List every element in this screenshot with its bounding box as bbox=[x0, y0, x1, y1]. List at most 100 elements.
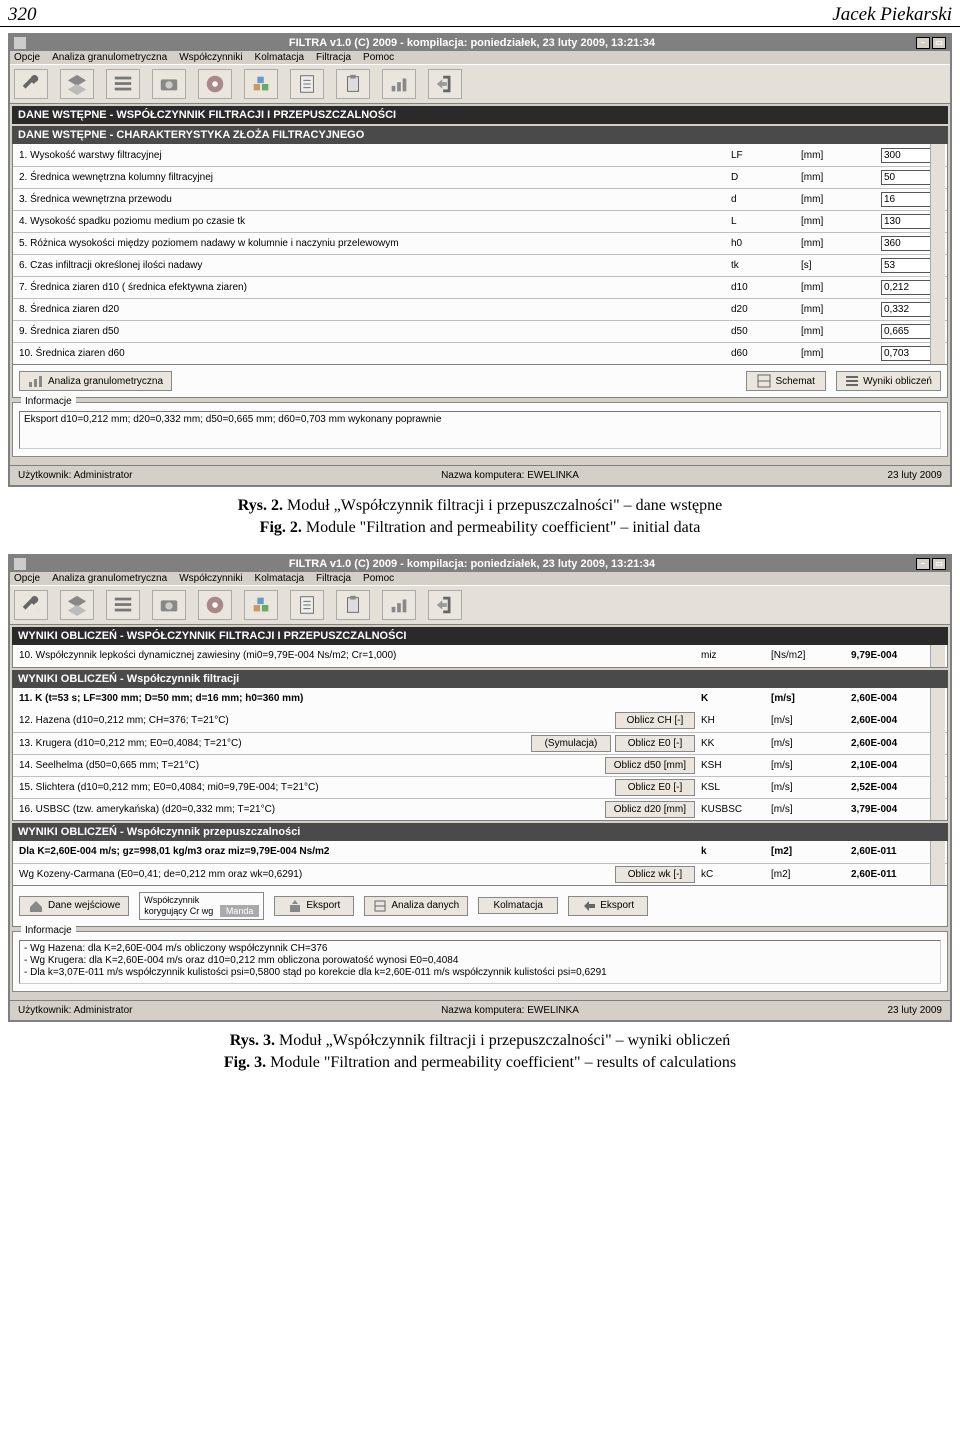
tool-clipboard-icon[interactable] bbox=[336, 590, 370, 620]
menu-pomoc[interactable]: Pomoc bbox=[363, 52, 394, 63]
menu-wspolczynniki[interactable]: Współczynniki bbox=[179, 52, 242, 63]
oblicz-button[interactable]: Oblicz CH [-] bbox=[615, 712, 695, 729]
dane-wejsciowe-button[interactable]: Dane wejściowe bbox=[19, 896, 129, 916]
table-row: 7. Średnica ziaren d10 ( średnica efekty… bbox=[13, 276, 947, 298]
value-input[interactable] bbox=[881, 214, 933, 229]
menu-filtracja[interactable]: Filtracja bbox=[316, 573, 351, 584]
row-unit: [mm] bbox=[801, 282, 881, 293]
value-input[interactable] bbox=[881, 236, 933, 251]
wyniki-button[interactable]: Wyniki obliczeń bbox=[836, 371, 941, 391]
value-input[interactable] bbox=[881, 258, 933, 273]
titlebar: FILTRA v1.0 (C) 2009 - kompilacja: ponie… bbox=[10, 35, 950, 51]
rowk-desc: Dla K=2,60E-004 m/s; gz=998,01 kg/m3 ora… bbox=[19, 846, 701, 857]
row-val: 2,60E-004 bbox=[851, 715, 941, 726]
section-header-przepuszczalnosci: WYNIKI OBLICZEŃ - Współczynnik przepuszc… bbox=[12, 823, 948, 841]
table-row: 8. Średnica ziaren d20d20[mm] bbox=[13, 298, 947, 320]
row-unit: [mm] bbox=[801, 326, 881, 337]
analiza-danych-button[interactable]: Analiza danych bbox=[364, 896, 468, 916]
button-strip: Analiza granulometryczna Schemat Wyniki … bbox=[12, 365, 948, 398]
value-input[interactable] bbox=[881, 170, 933, 185]
tool-list-icon[interactable] bbox=[106, 590, 140, 620]
tool-exit-icon[interactable] bbox=[428, 590, 462, 620]
value-input[interactable] bbox=[881, 302, 933, 317]
status-user: Użytkownik: Administrator bbox=[18, 470, 132, 481]
korygujacy-box: Współczynnik korygujący Cr wg Manda bbox=[139, 892, 264, 920]
rowkc-unit: [m2] bbox=[771, 869, 851, 880]
tool-doc-icon[interactable] bbox=[290, 590, 324, 620]
tool-chart-icon[interactable] bbox=[382, 590, 416, 620]
row-val: 2,52E-004 bbox=[851, 782, 941, 793]
kor-select[interactable]: Manda bbox=[220, 905, 260, 917]
caption-1: Rys. 2. Moduł „Współczynnik filtracji i … bbox=[0, 495, 960, 540]
row-desc: 2. Średnica wewnętrzna kolumny filtracyj… bbox=[19, 172, 731, 183]
tool-layers-icon[interactable] bbox=[60, 69, 94, 99]
oblicz-button[interactable]: Oblicz d20 [mm] bbox=[605, 801, 695, 818]
menu-analiza[interactable]: Analiza granulometryczna bbox=[52, 52, 167, 63]
value-input[interactable] bbox=[881, 192, 933, 207]
status-host: Nazwa komputera: EWELINKA bbox=[441, 1005, 579, 1016]
row-val: 3,79E-004 bbox=[851, 804, 941, 815]
tool-doc-icon[interactable] bbox=[290, 69, 324, 99]
tool-wrench-icon[interactable] bbox=[14, 69, 48, 99]
oblicz-button[interactable]: (Symulacja) bbox=[531, 735, 611, 752]
row-desc: 15. Slichtera (d10=0,212 mm; E0=0,4084; … bbox=[19, 782, 615, 793]
tool-chart-icon[interactable] bbox=[382, 69, 416, 99]
menu-analiza[interactable]: Analiza granulometryczna bbox=[52, 573, 167, 584]
value-input[interactable] bbox=[881, 324, 933, 339]
section-header-sub: DANE WSTĘPNE - CHARAKTERYSTYKA ZŁOŻA FIL… bbox=[12, 126, 948, 144]
row-desc: 7. Średnica ziaren d10 ( średnica efekty… bbox=[19, 282, 731, 293]
oblicz-wk-button[interactable]: Oblicz wk [-] bbox=[615, 866, 695, 883]
row-sym: miz bbox=[701, 650, 771, 661]
tool-cubes-icon[interactable] bbox=[244, 69, 278, 99]
menu-opcje[interactable]: Opcje bbox=[14, 573, 40, 584]
analiza-button[interactable]: Analiza granulometryczna bbox=[19, 371, 172, 391]
row-desc: 8. Średnica ziaren d20 bbox=[19, 304, 731, 315]
tool-exit-icon[interactable] bbox=[428, 69, 462, 99]
schemat-label: Schemat bbox=[775, 376, 814, 387]
eksport-label: Eksport bbox=[306, 900, 340, 911]
oblicz-button[interactable]: Oblicz d50 [mm] bbox=[605, 757, 695, 774]
row-val: 9,79E-004 bbox=[851, 650, 941, 661]
status-date: 23 luty 2009 bbox=[888, 470, 943, 481]
toolbar bbox=[10, 64, 950, 104]
rowk-val: 2,60E-011 bbox=[851, 846, 941, 857]
menu-opcje[interactable]: Opcje bbox=[14, 52, 40, 63]
tool-camera-icon[interactable] bbox=[152, 69, 186, 99]
menu-pomoc[interactable]: Pomoc bbox=[363, 573, 394, 584]
statusbar-2: Użytkownik: Administrator Nazwa komputer… bbox=[10, 1000, 950, 1020]
tool-list-icon[interactable] bbox=[106, 69, 140, 99]
table-row: 3. Średnica wewnętrzna przewodud[mm] bbox=[13, 188, 947, 210]
table-row: 2. Średnica wewnętrzna kolumny filtracyj… bbox=[13, 166, 947, 188]
oblicz-button[interactable]: Oblicz E0 [-] bbox=[615, 735, 695, 752]
tool-wrench-icon[interactable] bbox=[14, 590, 48, 620]
minimize-button[interactable]: – bbox=[916, 558, 930, 570]
caption2-bold: Rys. 3. bbox=[230, 1032, 275, 1049]
maximize-button[interactable]: ▭ bbox=[932, 37, 946, 49]
kolmatacja-button[interactable]: Kolmatacja bbox=[478, 897, 558, 914]
menu-filtracja[interactable]: Filtracja bbox=[316, 52, 351, 63]
schemat-button[interactable]: Schemat bbox=[746, 371, 826, 391]
row-val: 2,60E-004 bbox=[851, 738, 941, 749]
maximize-button[interactable]: ▭ bbox=[932, 558, 946, 570]
value-input[interactable] bbox=[881, 148, 933, 163]
row-unit: [Ns/m2] bbox=[771, 650, 851, 661]
tool-disk-icon[interactable] bbox=[198, 590, 232, 620]
table-row: 9. Średnica ziaren d50d50[mm] bbox=[13, 320, 947, 342]
eksport2-button[interactable]: Eksport bbox=[568, 896, 648, 916]
menu-kolmatacja[interactable]: Kolmatacja bbox=[255, 573, 304, 584]
row-sym: KSL bbox=[701, 782, 771, 793]
tool-layers-icon[interactable] bbox=[60, 590, 94, 620]
eksport-button[interactable]: Eksport bbox=[274, 896, 354, 916]
value-input[interactable] bbox=[881, 346, 933, 361]
app-icon bbox=[14, 37, 26, 49]
tool-cubes-icon[interactable] bbox=[244, 590, 278, 620]
menu-wspolczynniki[interactable]: Współczynniki bbox=[179, 573, 242, 584]
tool-disk-icon[interactable] bbox=[198, 69, 232, 99]
row-sym: D bbox=[731, 172, 801, 183]
tool-camera-icon[interactable] bbox=[152, 590, 186, 620]
tool-clipboard-icon[interactable] bbox=[336, 69, 370, 99]
minimize-button[interactable]: – bbox=[916, 37, 930, 49]
menu-kolmatacja[interactable]: Kolmatacja bbox=[255, 52, 304, 63]
oblicz-button[interactable]: Oblicz E0 [-] bbox=[615, 779, 695, 796]
value-input[interactable] bbox=[881, 280, 933, 295]
